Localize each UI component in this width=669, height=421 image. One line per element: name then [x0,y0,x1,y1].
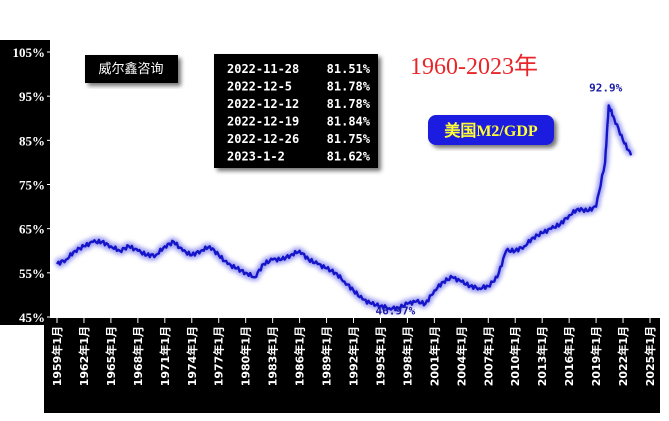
series-label: 美国M2/GDP [444,121,538,140]
brand-box [85,55,178,83]
info-row-value: 81.75% [327,132,371,146]
info-row-date: 2022-12-12 [227,97,299,111]
info-row-date: 2022-12-26 [227,132,299,146]
x-tick-label: 1989年1月 [320,326,334,386]
annotations: 92.9% 46.97% [376,81,623,317]
info-row-value: 81.78% [327,97,371,111]
info-row-value: 81.51% [327,62,371,76]
x-tick-label: 2001年1月 [427,326,441,386]
info-row-value: 81.62% [327,150,371,164]
x-tick-label: 1971年1月 [158,326,172,386]
y-axis-ticks: 45% 55% 65% 75% 85% 95% 105% [13,45,52,325]
info-row-date: 2022-12-19 [227,115,299,129]
x-tick-label: 2016年1月 [562,326,576,386]
y-axis-panel [0,40,50,325]
x-tick-label: 1959年1月 [50,326,64,386]
chart-title: 1960-2023年 [410,53,538,80]
y-tick-label: 45% [19,310,45,325]
y-tick-label: 65% [19,222,45,237]
x-tick-label: 1980年1月 [239,326,253,386]
info-row-value: 81.78% [327,80,371,94]
info-row-date: 2022-12-5 [227,80,292,94]
series-line [56,104,633,312]
x-axis-ticks: 1959年1月 1962年1月 1965年1月 1968年1月 1971年1月 1974年… [50,318,657,386]
brand-label: 威尔鑫咨询 [98,61,163,77]
y-tick-label: 75% [19,178,45,193]
y-tick-label: 55% [19,266,45,281]
x-tick-label: 2022年1月 [616,326,630,386]
y-tick-label: 85% [19,133,45,148]
y-tick-label: 105% [13,45,46,60]
x-tick-label: 2007年1月 [481,326,495,386]
x-tick-label: 2013年1月 [535,326,549,386]
x-tick-label: 1974年1月 [185,326,199,386]
x-tick-label: 1983年1月 [266,326,280,386]
info-row-value: 81.84% [327,115,371,129]
info-box: 2022-11-28 81.51% 2022-12-5 81.78% 2022-12-1… [227,62,371,164]
annotation-label: 92.9% [589,81,622,94]
info-row-date: 2023-1-2 [227,150,285,164]
x-tick-label: 1968年1月 [131,326,145,386]
x-tick-label: 2010年1月 [508,326,522,386]
annotation-label: 46.97% [376,304,416,317]
x-tick-label: 2025年1月 [643,326,657,386]
x-tick-label: 1992年1月 [347,326,361,386]
info-row-date: 2022-11-28 [227,62,299,76]
x-tick-label: 1998年1月 [400,326,414,386]
series-label-box [428,115,554,145]
x-tick-label: 2019年1月 [589,326,603,386]
info-box-panel [214,54,378,168]
x-tick-label: 1986年1月 [293,326,307,386]
x-tick-label: 1977年1月 [212,326,226,386]
x-tick-label: 2004年1月 [454,326,468,386]
x-tick-label: 1962年1月 [77,326,91,386]
x-axis-panel [44,318,660,413]
y-tick-label: 95% [19,89,45,104]
x-tick-label: 1995年1月 [373,326,387,386]
x-tick-label: 1965年1月 [104,326,118,386]
